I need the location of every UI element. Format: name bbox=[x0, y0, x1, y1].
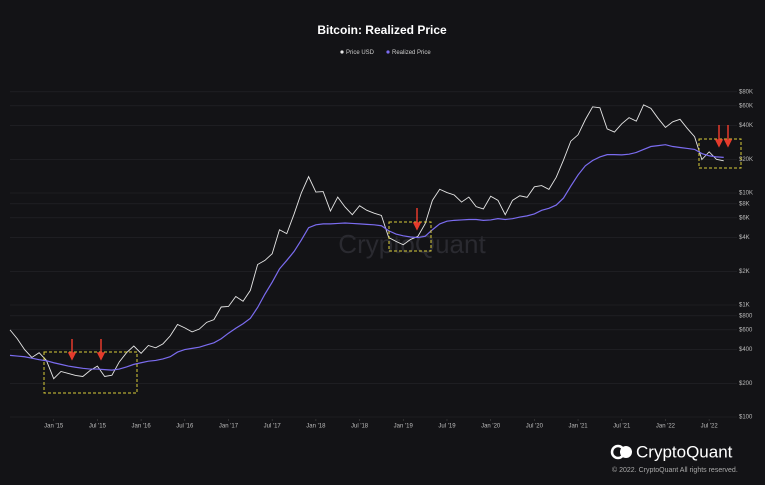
x-tick-label: Jul '22 bbox=[701, 424, 719, 430]
arrow-head bbox=[67, 352, 77, 361]
arrow-head bbox=[96, 352, 106, 361]
logo-dot bbox=[620, 446, 632, 458]
x-tick-label: Jan '21 bbox=[568, 424, 588, 430]
x-tick-label: Jul '16 bbox=[176, 424, 194, 430]
legend-label: Realized Price bbox=[392, 50, 431, 56]
x-tick-label: Jan '19 bbox=[394, 424, 414, 430]
legend-label: Price USD bbox=[346, 50, 375, 56]
x-tick-label: Jul '19 bbox=[438, 424, 456, 430]
y-tick-label: $1K bbox=[739, 303, 750, 309]
y-tick-label: $100 bbox=[739, 415, 753, 421]
x-tick-label: Jan '16 bbox=[132, 424, 152, 430]
highlight-box bbox=[698, 138, 742, 169]
y-tick-label: $40K bbox=[739, 123, 753, 129]
y-tick-label: $8K bbox=[739, 201, 750, 207]
x-tick-label: Jan '22 bbox=[656, 424, 676, 430]
highlight-box bbox=[43, 351, 138, 394]
y-tick-label: $10K bbox=[739, 191, 753, 197]
copyright: © 2022. CryptoQuant All rights reserved. bbox=[612, 466, 738, 474]
y-tick-label: $6K bbox=[739, 215, 750, 221]
highlight-box bbox=[388, 221, 432, 252]
x-tick-label: Jul '20 bbox=[526, 424, 544, 430]
series-line bbox=[9, 144, 724, 371]
legend-marker bbox=[340, 50, 344, 54]
x-tick-label: Jan '20 bbox=[481, 424, 501, 430]
chart-title: Bitcoin: Realized Price bbox=[317, 23, 447, 37]
arrow-head bbox=[723, 139, 733, 148]
y-tick-label: $60K bbox=[739, 103, 753, 109]
y-tick-label: $20K bbox=[739, 157, 753, 163]
legend-marker bbox=[386, 50, 390, 54]
arrow-head bbox=[412, 222, 422, 231]
y-tick-label: $4K bbox=[739, 235, 750, 241]
y-tick-label: $80K bbox=[739, 89, 753, 95]
brand-logo: CryptoQuant bbox=[610, 442, 733, 461]
y-tick-label: $600 bbox=[739, 327, 753, 333]
grid: $100 $200 $400 $600 $800 $1K $2K $4K $6K $8K $10K $… bbox=[10, 89, 753, 430]
x-tick-label: Jul '18 bbox=[351, 424, 369, 430]
x-tick-label: Jul '15 bbox=[89, 424, 107, 430]
x-tick-label: Jan '15 bbox=[44, 424, 64, 430]
legend: Price USD Realized Price bbox=[340, 50, 431, 56]
y-tick-label: $800 bbox=[739, 313, 753, 319]
y-tick-label: $200 bbox=[739, 381, 753, 387]
x-tick-label: Jul '17 bbox=[264, 424, 282, 430]
highlight-boxes bbox=[43, 138, 742, 394]
series-line bbox=[9, 104, 724, 380]
lines bbox=[9, 104, 724, 380]
brand: CryptoQuant bbox=[636, 442, 733, 461]
x-tick-label: Jan '18 bbox=[306, 424, 326, 430]
arrows bbox=[67, 125, 733, 361]
y-tick-label: $400 bbox=[739, 347, 753, 353]
arrow-head bbox=[714, 139, 724, 148]
x-tick-label: Jan '17 bbox=[219, 424, 239, 430]
watermark: CryptoQuant bbox=[338, 229, 486, 259]
y-tick-label: $2K bbox=[739, 269, 750, 275]
x-tick-label: Jul '21 bbox=[613, 424, 631, 430]
